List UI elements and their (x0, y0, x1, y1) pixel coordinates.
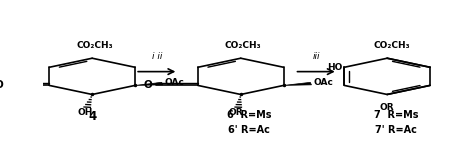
Text: 6  R=Ms: 6 R=Ms (227, 110, 272, 120)
Text: OR: OR (228, 108, 243, 117)
Text: iii: iii (312, 52, 320, 61)
Text: 7' R=Ac: 7' R=Ac (375, 125, 417, 135)
Text: OR: OR (380, 103, 394, 112)
Text: HO: HO (327, 63, 342, 72)
Text: CO₂CH₃: CO₂CH₃ (76, 41, 113, 50)
Text: 7  R=Ms: 7 R=Ms (374, 110, 418, 120)
Text: 4: 4 (88, 110, 96, 123)
Text: O: O (0, 80, 4, 90)
Text: O: O (144, 80, 152, 90)
Text: 6' R=Ac: 6' R=Ac (228, 125, 270, 135)
Text: i ii: i ii (152, 52, 162, 61)
Text: OH: OH (77, 108, 92, 117)
Text: OAc: OAc (313, 78, 333, 87)
Polygon shape (135, 82, 163, 85)
Polygon shape (283, 82, 311, 85)
Text: CO₂CH₃: CO₂CH₃ (373, 41, 410, 50)
Text: CO₂CH₃: CO₂CH₃ (225, 41, 261, 50)
Text: OAc: OAc (165, 78, 185, 87)
